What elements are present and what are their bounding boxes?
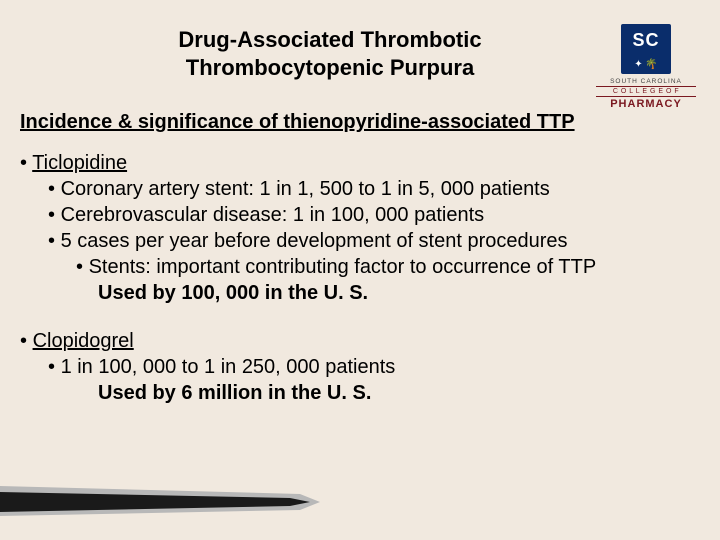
logo-line2: C O L L E G E O F: [596, 86, 696, 97]
d1-p1-text: Coronary artery stent: 1 in 1, 500 to 1 …: [61, 178, 550, 200]
bullet-d1-p2: • Cerebrovascular disease: 1 in 100, 000…: [48, 202, 700, 228]
logo-tree-icon: ✦ 🌴: [621, 59, 671, 70]
d2-p1-text: 1 in 100, 000 to 1 in 250, 000 patients: [61, 356, 396, 378]
d1-p2-text: Cerebrovascular disease: 1 in 100, 000 p…: [61, 204, 485, 226]
bullet-d1-p5: Used by 100, 000 in the U. S.: [98, 280, 700, 306]
block-clopidogrel: • Clopidogrel • 1 in 100, 000 to 1 in 25…: [20, 328, 700, 406]
logo-line1: SOUTH CAROLINA: [596, 78, 696, 85]
drug1-name: Ticlopidine: [32, 152, 127, 174]
logo-sc-text: SC: [621, 30, 671, 51]
drug2-name: Clopidogrel: [33, 330, 134, 352]
d1-p4-text: Stents: important contributing factor to…: [89, 256, 597, 278]
d1-p3-text: 5 cases per year before development of s…: [61, 230, 568, 252]
logo: SC ✦ 🌴 SOUTH CAROLINA C O L L E G E O F …: [596, 24, 696, 110]
logo-line3: PHARMACY: [596, 98, 696, 110]
bullet-d2-p2: Used by 6 million in the U. S.: [98, 380, 700, 406]
section-heading: Incidence & significance of thienopyridi…: [20, 111, 700, 134]
slide: SC ✦ 🌴 SOUTH CAROLINA C O L L E G E O F …: [0, 0, 720, 540]
bullet-d1-p1: • Coronary artery stent: 1 in 1, 500 to …: [48, 176, 700, 202]
bullet-d2-p1: • 1 in 100, 000 to 1 in 250, 000 patient…: [48, 354, 700, 380]
accent-swoosh-icon: [0, 480, 320, 516]
bullet-d1-p4: • Stents: important contributing factor …: [76, 254, 700, 280]
logo-flag: SC ✦ 🌴: [621, 24, 671, 74]
content: • Ticlopidine • Coronary artery stent: 1…: [20, 150, 700, 406]
bullet-ticlopidine: • Ticlopidine: [20, 150, 700, 176]
title-line1: Drug-Associated Thrombotic: [178, 27, 481, 52]
title-line2: Thrombocytopenic Purpura: [186, 55, 474, 80]
bullet-clopidogrel: • Clopidogrel: [20, 328, 700, 354]
bullet-d1-p3: • 5 cases per year before development of…: [48, 228, 700, 254]
